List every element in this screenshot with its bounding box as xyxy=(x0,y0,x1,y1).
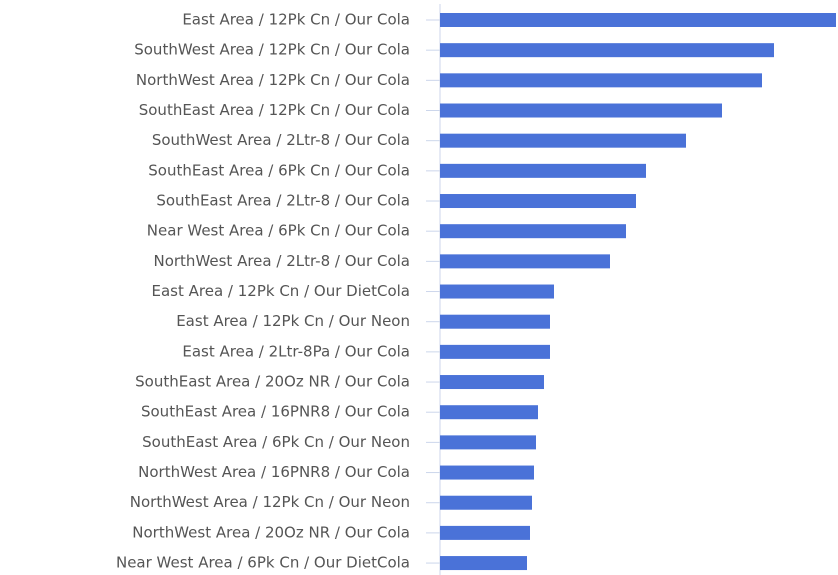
bar xyxy=(440,525,530,540)
bar xyxy=(440,254,610,269)
y-tick-label: East Area / 12Pk Cn / Our Neon xyxy=(176,312,410,330)
y-tick-label: NorthWest Area / 20Oz NR / Our Cola xyxy=(132,523,410,541)
bar xyxy=(440,13,836,27)
bar xyxy=(440,556,527,571)
y-tick-label: NorthWest Area / 12Pk Cn / Our Neon xyxy=(130,493,410,511)
bar xyxy=(440,133,686,148)
y-tick-label: Near West Area / 6Pk Cn / Our DietCola xyxy=(116,554,410,572)
bar xyxy=(440,163,646,178)
bar xyxy=(440,103,722,118)
y-tick-label: SouthEast Area / 12Pk Cn / Our Cola xyxy=(139,101,410,119)
bar xyxy=(440,284,554,299)
y-tick-label: SouthWest Area / 12Pk Cn / Our Cola xyxy=(134,41,410,59)
y-tick-label: East Area / 12Pk Cn / Our Cola xyxy=(182,11,410,29)
y-tick-label: SouthEast Area / 6Pk Cn / Our Cola xyxy=(148,161,410,179)
y-tick-label: SouthEast Area / 2Ltr-8 / Our Cola xyxy=(156,192,410,210)
y-tick-label: SouthWest Area / 2Ltr-8 / Our Cola xyxy=(152,131,410,149)
y-tick-label: SouthEast Area / 16PNR8 / Our Cola xyxy=(141,403,410,421)
y-tick-label: SouthEast Area / 6Pk Cn / Our Neon xyxy=(142,433,410,451)
bar xyxy=(440,314,550,329)
y-tick-label: Near West Area / 6Pk Cn / Our Cola xyxy=(147,222,410,240)
bar xyxy=(440,43,774,58)
y-tick-label: East Area / 12Pk Cn / Our DietCola xyxy=(152,282,411,300)
bar xyxy=(440,194,636,209)
bar xyxy=(440,73,762,88)
bar xyxy=(440,495,532,510)
bar xyxy=(440,224,626,239)
bar xyxy=(440,405,538,420)
y-tick-label: SouthEast Area / 20Oz NR / Our Cola xyxy=(135,373,410,391)
y-tick-label: NorthWest Area / 2Ltr-8 / Our Cola xyxy=(153,252,410,270)
y-tick-label: NorthWest Area / 16PNR8 / Our Cola xyxy=(138,463,410,481)
bar xyxy=(440,465,534,480)
bar xyxy=(440,344,550,359)
y-tick-label: East Area / 2Ltr-8Pa / Our Cola xyxy=(182,342,410,360)
y-tick-label: NorthWest Area / 12Pk Cn / Our Cola xyxy=(136,71,410,89)
bar xyxy=(440,375,544,390)
bar xyxy=(440,435,536,450)
